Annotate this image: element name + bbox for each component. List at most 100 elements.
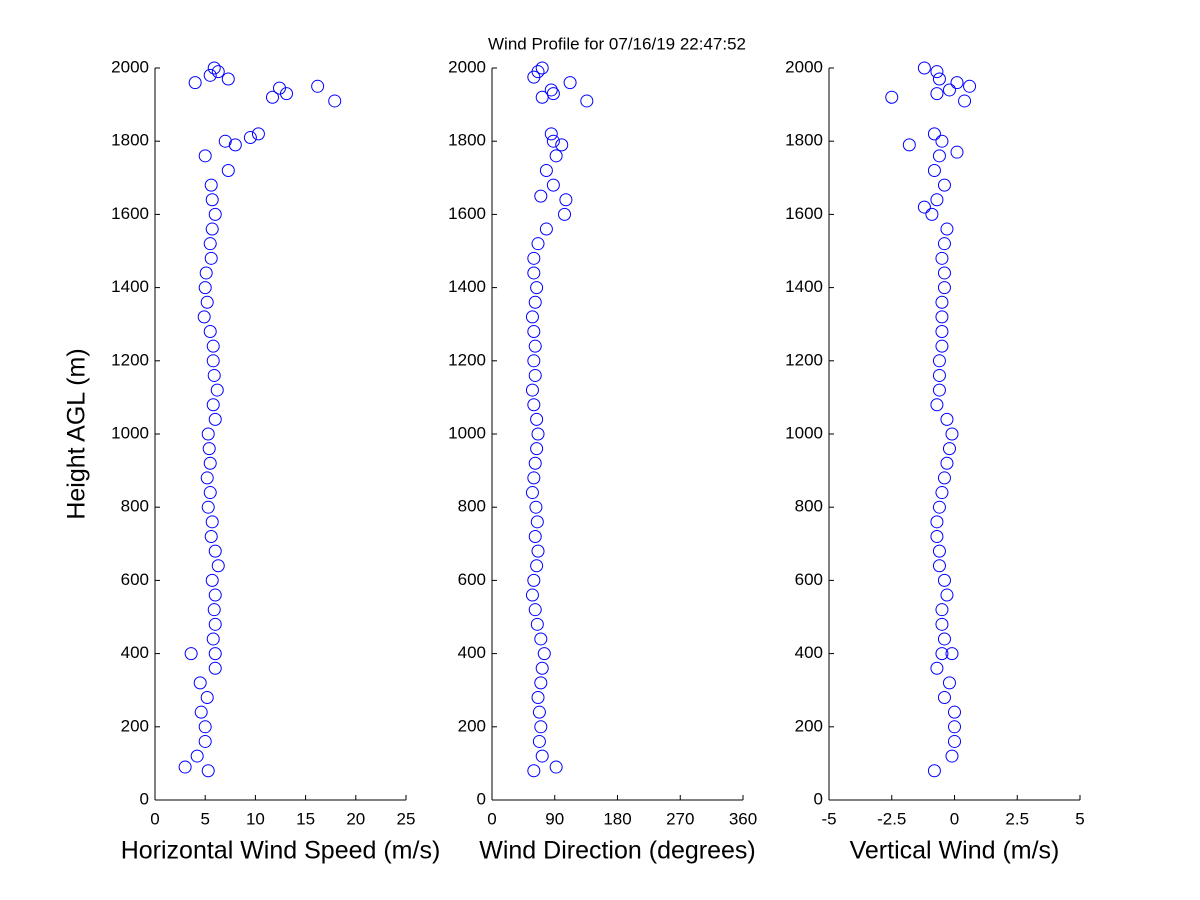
marker: [935, 310, 949, 324]
marker: [935, 339, 949, 353]
marker: [940, 588, 954, 602]
marker: [942, 442, 956, 456]
marker: [558, 207, 572, 221]
x-tick-label: 5: [1075, 809, 1084, 828]
marker: [935, 295, 949, 309]
marker: [940, 222, 954, 236]
marker: [530, 617, 544, 631]
marker: [932, 559, 946, 573]
x-tick-label: -5: [821, 809, 836, 828]
marker: [945, 427, 959, 441]
marker: [930, 193, 944, 207]
marker: [208, 617, 222, 631]
marker: [935, 325, 949, 339]
y-tick-label: 2000: [448, 57, 486, 76]
y-tick-label: 1400: [111, 277, 149, 296]
marker: [207, 603, 221, 617]
x-tick-label: -2.5: [877, 809, 906, 828]
marker: [932, 544, 946, 558]
y-tick-label: 0: [140, 789, 149, 808]
marker: [535, 661, 549, 675]
marker: [940, 412, 954, 426]
marker: [530, 442, 544, 456]
y-tick-label: 1600: [448, 204, 486, 223]
marker: [917, 61, 931, 75]
x-tick-label: 0: [487, 809, 496, 828]
marker: [201, 764, 215, 778]
marker: [534, 632, 548, 646]
marker: [927, 163, 941, 177]
marker: [203, 68, 217, 82]
marker: [563, 76, 577, 90]
marker: [207, 368, 221, 382]
marker: [243, 131, 257, 145]
y-tick-label: 1200: [448, 350, 486, 369]
marker: [930, 661, 944, 675]
marker: [201, 500, 215, 514]
marker: [531, 65, 545, 79]
marker: [531, 237, 545, 251]
marker: [935, 603, 949, 617]
marker: [935, 486, 949, 500]
marker: [197, 310, 211, 324]
y-tick-label: 200: [121, 716, 149, 735]
marker: [930, 529, 944, 543]
marker: [527, 471, 541, 485]
marker: [930, 65, 944, 79]
marker: [535, 749, 549, 763]
x-axis-label: Vertical Wind (m/s): [850, 837, 1060, 865]
marker: [206, 354, 220, 368]
marker: [221, 163, 235, 177]
marker: [198, 720, 212, 734]
marker: [528, 368, 542, 382]
marker: [942, 676, 956, 690]
marker: [527, 251, 541, 265]
marker: [199, 266, 213, 280]
marker: [948, 705, 961, 719]
marker: [555, 138, 569, 152]
marker: [205, 222, 219, 236]
x-axis-label: Horizontal Wind Speed (m/s): [121, 837, 441, 865]
marker: [935, 617, 949, 631]
marker: [948, 720, 961, 734]
marker: [206, 339, 220, 353]
x-tick-label: 20: [346, 809, 365, 828]
marker: [221, 72, 235, 86]
marker: [937, 573, 951, 587]
marker: [932, 500, 946, 514]
y-tick-label: 1600: [785, 204, 823, 223]
marker: [958, 94, 972, 108]
marker: [530, 559, 544, 573]
marker: [529, 500, 543, 514]
marker: [527, 325, 541, 339]
y-tick-label: 1800: [785, 131, 823, 150]
marker: [932, 149, 946, 163]
marker: [527, 573, 541, 587]
marker: [927, 764, 941, 778]
marker: [932, 354, 946, 368]
marker: [917, 200, 931, 214]
y-tick-label: 600: [121, 570, 149, 589]
marker: [528, 339, 542, 353]
x-tick-label: 180: [603, 809, 631, 828]
marker: [530, 515, 544, 529]
marker: [205, 515, 219, 529]
marker: [205, 193, 219, 207]
marker: [200, 691, 214, 705]
marker: [580, 94, 594, 108]
marker: [194, 705, 208, 719]
marker: [945, 647, 959, 661]
y-tick-label: 1200: [111, 350, 149, 369]
marker: [198, 734, 212, 748]
marker: [534, 720, 548, 734]
marker: [528, 295, 542, 309]
marker: [528, 603, 542, 617]
marker: [925, 207, 939, 221]
marker: [531, 544, 545, 558]
marker: [885, 90, 899, 104]
marker: [930, 398, 944, 412]
y-tick-label: 0: [814, 789, 823, 808]
y-tick-label: 200: [795, 716, 823, 735]
marker: [200, 295, 214, 309]
y-tick-label: 1000: [448, 423, 486, 442]
